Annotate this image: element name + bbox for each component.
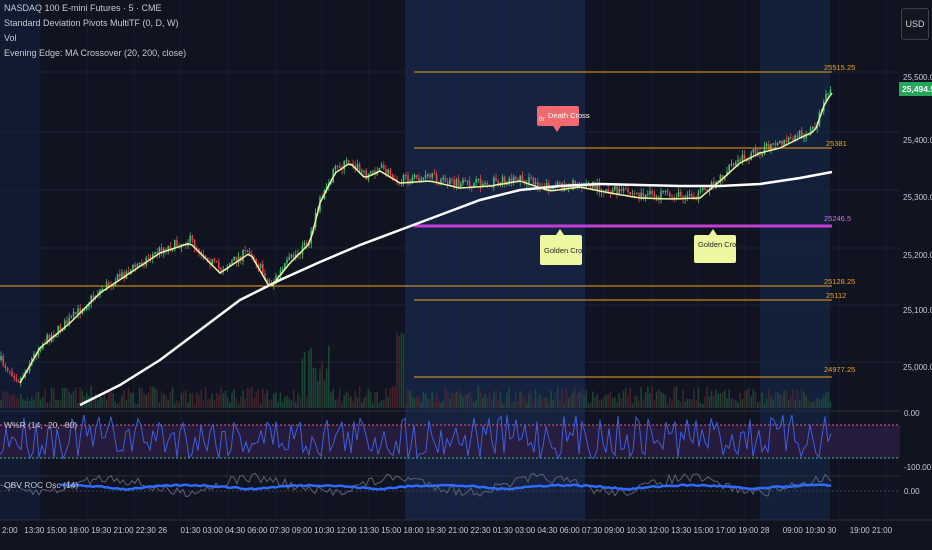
price-axis[interactable]: 25,500.00 25,400.00 25,300.00 25,200.00 … [903, 73, 932, 372]
legend-indicator-volume[interactable]: Vol [4, 33, 17, 43]
wpr-axis-0: 0.00 [904, 409, 920, 418]
death-cross-label: Death Cross [548, 111, 590, 120]
ma-20-line [19, 92, 833, 384]
time-tick: 19:30 [91, 526, 112, 535]
price-tick-25500: 25,500.00 [903, 73, 932, 82]
death-cross-prefix: 0r [539, 117, 544, 123]
pivot-levels [0, 71, 832, 378]
price-tick-25300: 25,300.00 [903, 193, 932, 202]
time-tick: 04:30 [225, 526, 246, 535]
time-tick: 03:00 [203, 526, 224, 535]
pivot-label-s1b: 25112 [826, 291, 846, 300]
price-tick-25000: 25,000.00 [903, 363, 932, 372]
obv-roc-line [59, 483, 832, 492]
death-cross-marker[interactable]: 0r Death Cross [537, 106, 590, 132]
time-tick: 12:00 [337, 526, 358, 535]
time-tick: 07:30 [582, 526, 603, 535]
time-axis[interactable]: 2:00 13:30 15:00 18:00 19:30 21:00 22:30 26 01:3… [0, 519, 932, 535]
time-tick: 12:00 [649, 526, 670, 535]
golden-cross-marker-2[interactable]: Golden Cross [694, 229, 744, 263]
time-tick: 19:00 [850, 526, 871, 535]
time-tick: 07:30 [270, 526, 291, 535]
last-price-value: 25,494.50 [902, 84, 932, 94]
wpr-pane: W%R (14, -20, -80) 0.00 -100.00 [0, 409, 932, 472]
pivot-value-labels: 25515.25 25381 25246.5 25128.25 25112 24… [824, 63, 855, 374]
time-tick: 06:00 [560, 526, 581, 535]
time-tick: 22:30 [471, 526, 492, 535]
time-tick: 13:30 [671, 526, 692, 535]
golden-cross-marker-1[interactable]: Golden Cross [540, 229, 590, 265]
time-tick: 18:00 [404, 526, 425, 535]
wpr-label: W%R (14, -20, -80) [4, 420, 77, 430]
time-tick: 19:00 [738, 526, 759, 535]
currency-button[interactable]: USD [901, 8, 929, 40]
time-tick: 09:00 [783, 526, 804, 535]
time-tick: 30 [827, 526, 836, 535]
time-tick: 22:30 [136, 526, 157, 535]
price-tick-25400: 25,400.00 [903, 136, 932, 145]
obv-pane: OBV ROC Osc (14) 0.00 [0, 472, 920, 498]
wpr-axis-100: -100.00 [904, 463, 932, 472]
time-tick: 01:30 [493, 526, 514, 535]
pivot-label-s3: 24977.25 [824, 365, 855, 374]
obv-axis-0: 0.00 [904, 487, 920, 496]
obv-label: OBV ROC Osc (14) [4, 480, 78, 490]
volume-bars [0, 332, 832, 408]
time-tick: 18:00 [69, 526, 90, 535]
pivot-label-r1: 25381 [826, 139, 847, 148]
time-tick: 09:00 [292, 526, 313, 535]
time-tick: 13:30 [24, 526, 45, 535]
golden-cross-label-2: Golden Cross [698, 240, 744, 249]
pivot-label-pp: 25246.5 [824, 214, 851, 223]
last-price-tag: 25,494.50 [899, 82, 932, 96]
time-tick: 21:00 [448, 526, 469, 535]
price-tick-25100: 25,100.00 [903, 306, 932, 315]
pivot-label-r3: 25515.25 [824, 63, 855, 72]
legend-indicator-pivots[interactable]: Standard Deviation Pivots MultiTF (0, D,… [4, 18, 179, 28]
time-tick: 04:30 [537, 526, 558, 535]
time-tick: 13:30 [359, 526, 380, 535]
wpr-line [0, 414, 832, 461]
legend-symbol[interactable]: NASDAQ 100 E-mini Futures · 5 · CME [4, 3, 162, 13]
time-tick: 21:00 [872, 526, 893, 535]
time-tick: 10:30 [627, 526, 648, 535]
time-tick: 09:00 [604, 526, 625, 535]
time-tick: 19:30 [426, 526, 447, 535]
time-tick: 01:30 [181, 526, 202, 535]
time-tick: 28 [761, 526, 770, 535]
time-tick: 21:00 [114, 526, 135, 535]
time-tick: 2:00 [2, 526, 18, 535]
time-tick: 15:00 [694, 526, 715, 535]
time-tick: 26 [158, 526, 167, 535]
time-tick: 10:30 [314, 526, 335, 535]
time-tick: 15:00 [47, 526, 68, 535]
time-tick: 10:30 [805, 526, 826, 535]
time-tick: 06:00 [247, 526, 268, 535]
time-tick: 15:00 [381, 526, 402, 535]
chart-legend: NASDAQ 100 E-mini Futures · 5 · CME Stan… [4, 3, 186, 59]
golden-cross-label-1: Golden Cross [544, 246, 590, 255]
time-tick: 17:00 [716, 526, 737, 535]
obv-base-line [0, 472, 832, 498]
legend-indicator-ma[interactable]: Evening Edge: MA Crossover (20, 200, clo… [4, 48, 187, 58]
time-tick: 03:00 [515, 526, 536, 535]
pivot-label-s1a: 25128.25 [824, 277, 855, 286]
price-tick-25200: 25,200.00 [903, 251, 932, 260]
